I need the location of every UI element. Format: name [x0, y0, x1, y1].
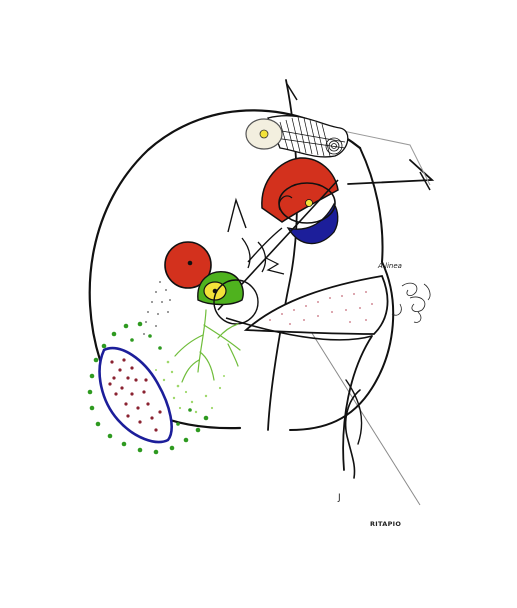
red-eye-shape [261, 157, 339, 223]
eye-yellow-pupil [305, 199, 313, 207]
ear-angle [227, 197, 247, 233]
blue-pod [98, 346, 173, 444]
jaw-outline [243, 274, 389, 335]
blue-pod-outline [98, 346, 173, 444]
small-arc-2 [257, 241, 267, 273]
right-curve [289, 261, 395, 431]
green-eye-ring [213, 279, 259, 325]
corner-mark: J [337, 493, 341, 503]
top-tick [286, 83, 298, 101]
spiral-scribble [325, 137, 343, 155]
left-eye [164, 241, 212, 289]
beak-tick [419, 171, 431, 191]
small-arc-1 [241, 237, 251, 269]
dotted-trail [143, 281, 171, 335]
red-circle [164, 241, 212, 289]
green-branches [174, 309, 241, 383]
blue-eye-crescent [286, 202, 339, 245]
cross-line-2 [247, 227, 283, 263]
jaw-dots [269, 291, 373, 325]
green-dots-ring [87, 321, 209, 455]
jaw-lower-line [225, 317, 373, 341]
green-eye [197, 271, 259, 325]
handwritten-note: A linea [377, 262, 402, 270]
yellow-dot [259, 129, 269, 139]
top-hatched-figure [245, 115, 349, 158]
vertical-twist-2 [344, 389, 361, 479]
signature: RITAPIO [370, 520, 401, 528]
pencil-line-diagonal [309, 329, 421, 506]
red-circle-pupil [187, 260, 193, 266]
beak-angle [347, 159, 435, 185]
right-scribble [391, 282, 431, 323]
vertical-twist-3 [345, 379, 363, 445]
right-eye [261, 157, 339, 245]
maroon-dots [108, 358, 162, 432]
zigzag [265, 257, 285, 275]
jaw-shape [225, 274, 389, 341]
head-top-line [359, 147, 384, 263]
vertical-twist-1 [342, 335, 373, 471]
eye-inner-curl [278, 195, 293, 211]
